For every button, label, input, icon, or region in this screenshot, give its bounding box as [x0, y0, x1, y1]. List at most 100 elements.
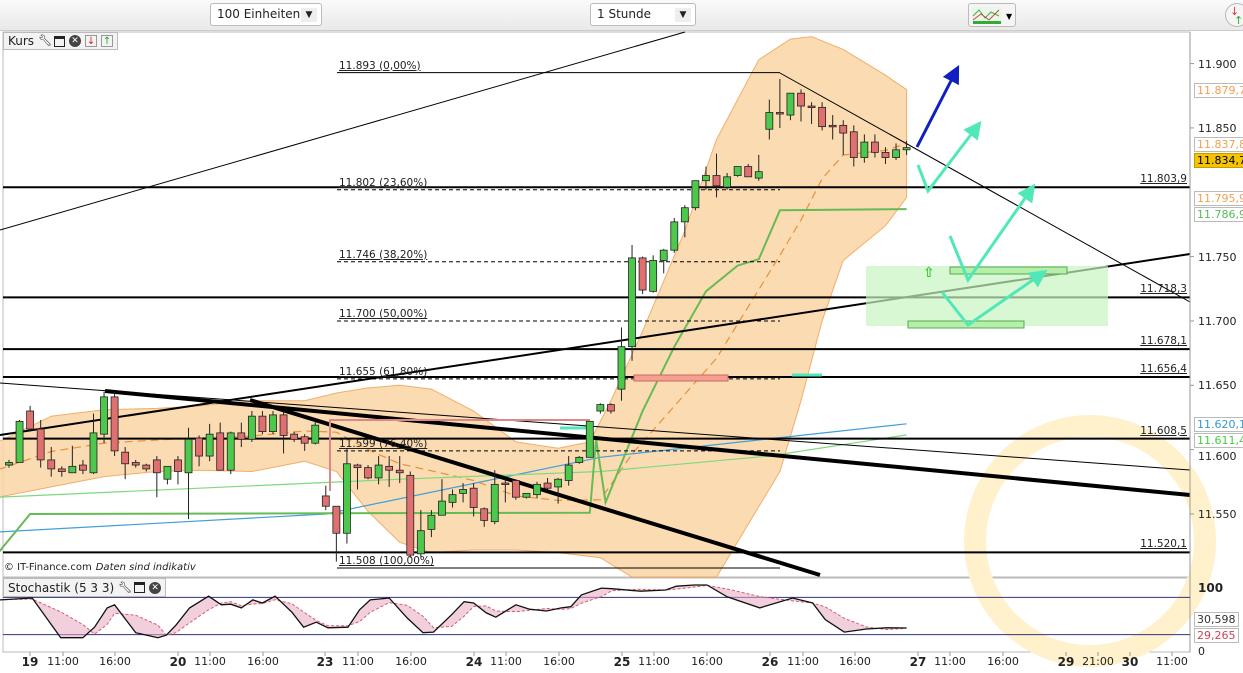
stoch-d-marker: 29,265	[1194, 628, 1239, 643]
time-axis-label: 11:00	[638, 655, 670, 668]
candle-body	[522, 492, 531, 498]
candle-body	[733, 166, 742, 176]
candle-body	[712, 175, 721, 187]
move-up-icon[interactable]: ↑	[101, 35, 114, 47]
candle	[807, 102, 816, 125]
trend-line	[0, 382, 1191, 471]
candle-body	[26, 410, 35, 430]
price-tick-label: 11.700	[1198, 314, 1237, 328]
indicator-chart-button[interactable]: ▼	[968, 3, 1016, 27]
price-tick-label: 11.650	[1198, 379, 1237, 393]
candle-body	[152, 459, 161, 474]
candle	[427, 510, 436, 538]
price-marker-label: 11.611,4	[1194, 432, 1243, 448]
candle-body	[226, 432, 235, 471]
candle	[406, 471, 415, 558]
time-axis-label: 27	[909, 655, 927, 669]
demand-zone-marker	[633, 374, 729, 382]
candle-body	[596, 404, 605, 412]
time-axis-label: 29	[1057, 655, 1075, 669]
price-marker-label: 11.837,8	[1194, 136, 1243, 152]
candle	[849, 125, 858, 167]
candle	[839, 120, 848, 155]
time-axis-label: 16:00	[691, 655, 723, 668]
candle-body	[469, 487, 478, 508]
copyright-note: © IT-Finance.com Daten sind indikativ	[4, 562, 196, 573]
candle	[448, 489, 457, 508]
candle	[533, 481, 541, 499]
candle-body	[860, 141, 869, 158]
wrench-icon[interactable]: 🔧︎	[118, 580, 133, 594]
up-arrow-icon: ⇧	[923, 265, 935, 281]
candle	[828, 115, 837, 140]
main-panel-label: Kurs	[8, 34, 35, 48]
wrench-icon[interactable]: 🔧︎	[38, 34, 53, 47]
candle-body	[786, 92, 795, 116]
candle	[68, 445, 77, 474]
candle-body	[300, 436, 309, 444]
candle	[543, 477, 552, 490]
candle	[321, 485, 330, 511]
price-tick-label: 11.600	[1198, 449, 1237, 463]
candle-body	[839, 124, 848, 134]
candle-body	[617, 346, 626, 390]
disclaimer: Daten sind indikativ	[95, 562, 196, 573]
candle	[5, 459, 13, 468]
fib-level-label: 11.599 (76,40%)	[339, 437, 428, 450]
candle-body	[871, 141, 879, 153]
time-axis-label: 19	[21, 655, 39, 669]
candle	[522, 492, 531, 499]
candle-body	[702, 175, 710, 182]
time-axis-label: 24	[465, 655, 483, 669]
candle-body	[754, 171, 763, 179]
trend-line	[0, 31, 686, 231]
candle-body	[765, 112, 774, 130]
time-axis-label: 30	[1121, 655, 1139, 669]
candle-body	[258, 415, 267, 432]
candle	[237, 422, 246, 448]
price-tick-label: 11.900	[1198, 57, 1237, 71]
candle	[163, 465, 172, 485]
candle	[205, 423, 214, 462]
fib-level-label: 11.802 (23,60%)	[339, 176, 428, 189]
candle-body	[448, 494, 457, 503]
svg-text:↓: ↓	[1230, 5, 1239, 18]
price-chart[interactable]: ⇧	[0, 31, 1243, 673]
trend-line	[104, 389, 1191, 497]
close-circle-icon[interactable]: ✕	[149, 581, 162, 594]
time-axis-label: 16:00	[247, 655, 279, 668]
window-icon[interactable]	[134, 582, 146, 593]
candle-body	[828, 124, 837, 128]
candle	[364, 465, 372, 480]
candle-body	[490, 483, 499, 523]
window-icon[interactable]	[54, 35, 66, 47]
candle	[786, 92, 795, 121]
price-marker-label: 11.879,7	[1194, 82, 1243, 98]
units-select[interactable]: 100 Einheiten ▼	[210, 3, 322, 26]
candle	[775, 79, 784, 128]
candle	[680, 205, 689, 238]
stoch-panel-label: Stochastik (5 3 3)	[8, 580, 115, 595]
candle	[575, 456, 584, 464]
candle-body	[269, 414, 277, 432]
close-circle-icon[interactable]: ✕	[69, 35, 82, 47]
candle	[638, 256, 647, 294]
candle	[902, 140, 911, 155]
interval-select-value: 1 Stunde	[597, 7, 651, 21]
candle	[723, 172, 731, 190]
candle	[596, 403, 605, 414]
interval-select[interactable]: 1 Stunde ▼	[590, 3, 696, 26]
swap-updown-icon[interactable]: ↓ ↑	[1225, 3, 1243, 27]
stoch-k-marker: 30,598	[1194, 612, 1239, 627]
candle	[892, 143, 900, 161]
candle-body	[638, 257, 647, 291]
horizontal-level-label: 11.520,1	[1140, 538, 1187, 551]
move-down-icon[interactable]: ↓	[85, 35, 98, 47]
stoch-k-line	[0, 584, 907, 639]
candle-body	[480, 508, 489, 521]
candle	[258, 411, 267, 435]
trend-line	[779, 72, 1191, 303]
candle-body	[744, 166, 753, 178]
bollinger-middle-line	[0, 143, 907, 502]
candle	[100, 391, 108, 444]
